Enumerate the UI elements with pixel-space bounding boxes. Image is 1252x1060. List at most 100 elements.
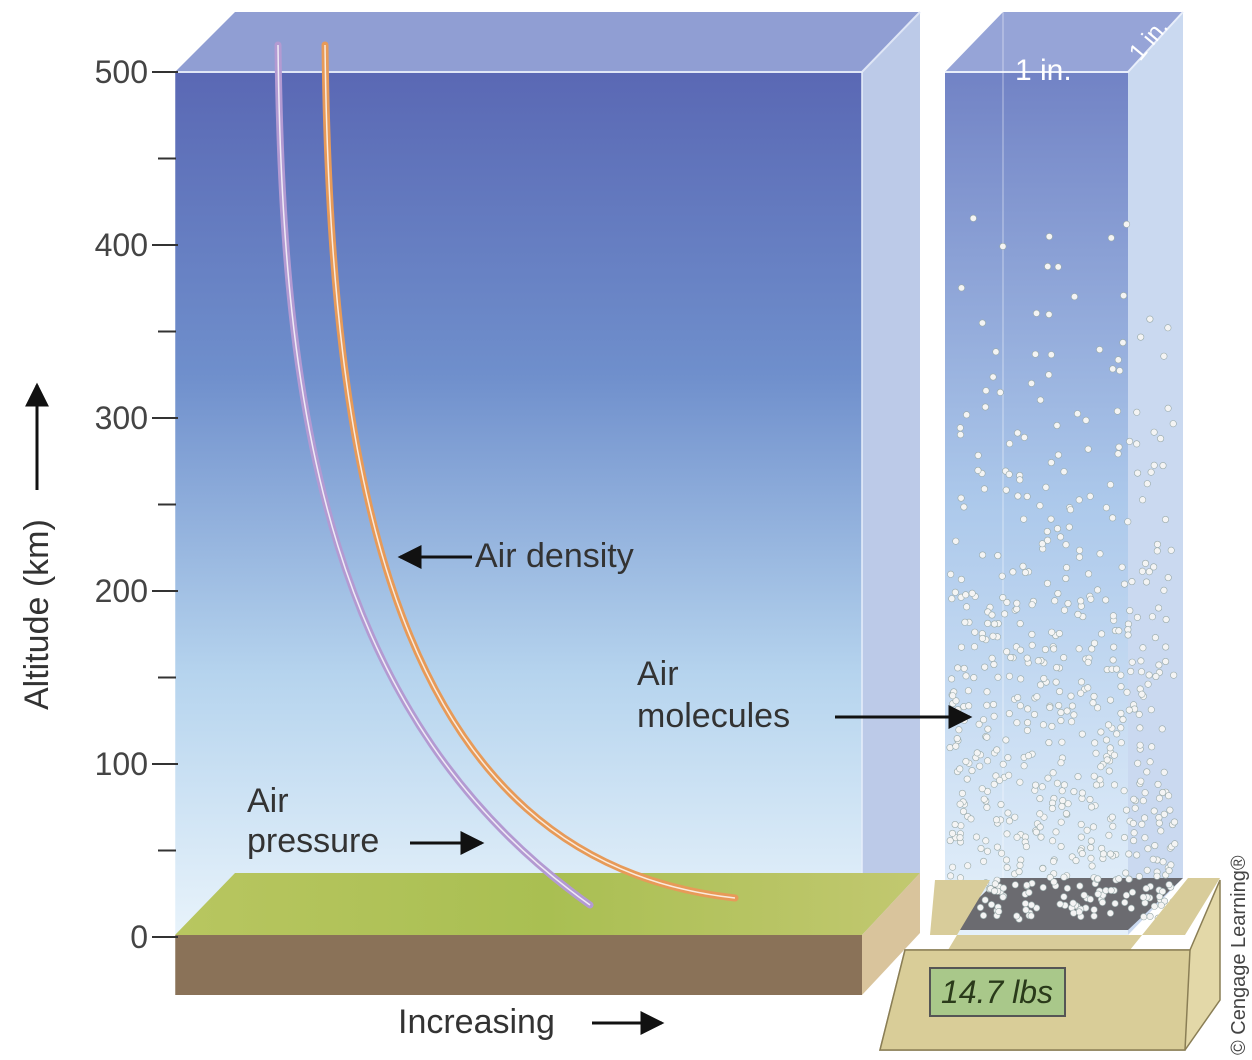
molecule bbox=[976, 903, 984, 911]
molecule bbox=[999, 594, 1007, 602]
molecule bbox=[981, 403, 989, 411]
molecule bbox=[1094, 875, 1102, 883]
molecule bbox=[1058, 738, 1066, 746]
molecule bbox=[1088, 862, 1096, 870]
molecule bbox=[1017, 675, 1025, 683]
molecule bbox=[1147, 468, 1155, 476]
molecule bbox=[1065, 523, 1073, 531]
molecule bbox=[1054, 263, 1062, 271]
molecule bbox=[1074, 610, 1082, 618]
molecule bbox=[1146, 315, 1154, 323]
molecule bbox=[1153, 872, 1161, 880]
molecule bbox=[1013, 719, 1021, 727]
molecule bbox=[1142, 884, 1150, 892]
molecule bbox=[1077, 833, 1085, 841]
molecule bbox=[1169, 420, 1177, 428]
molecule bbox=[979, 911, 987, 919]
molecule bbox=[1062, 541, 1070, 549]
molecule bbox=[1076, 882, 1084, 890]
molecule bbox=[1004, 754, 1012, 762]
molecule bbox=[949, 863, 957, 871]
molecule bbox=[1003, 598, 1011, 606]
molecule bbox=[1050, 645, 1058, 653]
molecule bbox=[963, 603, 971, 611]
molecule bbox=[1165, 881, 1173, 889]
molecule bbox=[1044, 774, 1052, 782]
molecule bbox=[1067, 692, 1075, 700]
molecule bbox=[974, 451, 982, 459]
molecule bbox=[1130, 829, 1138, 837]
molecule bbox=[1120, 787, 1128, 795]
molecule bbox=[973, 749, 981, 757]
molecule bbox=[1032, 828, 1040, 836]
scale-reading: 14.7 lbs bbox=[941, 974, 1053, 1010]
molecule bbox=[1115, 627, 1123, 635]
molecule bbox=[1084, 684, 1092, 692]
molecule bbox=[1160, 810, 1168, 818]
molecule bbox=[1150, 807, 1158, 815]
molecule bbox=[1076, 553, 1084, 561]
molecule bbox=[1063, 564, 1071, 572]
molecule bbox=[1091, 739, 1099, 747]
molecule bbox=[1107, 234, 1115, 242]
molecule bbox=[1044, 262, 1052, 270]
molecule bbox=[1006, 440, 1014, 448]
molecule bbox=[956, 834, 964, 842]
molecule bbox=[1087, 595, 1095, 603]
molecule bbox=[964, 862, 972, 870]
molecule bbox=[1105, 831, 1113, 839]
molecule bbox=[1137, 777, 1145, 785]
molecule bbox=[1050, 878, 1058, 886]
molecule bbox=[984, 619, 992, 627]
molecule bbox=[1088, 645, 1096, 653]
molecule bbox=[1118, 563, 1126, 571]
molecule bbox=[1003, 830, 1011, 838]
molecule bbox=[1087, 844, 1095, 852]
molecule bbox=[1146, 912, 1154, 920]
molecule bbox=[971, 628, 979, 636]
molecule bbox=[956, 765, 964, 773]
molecule bbox=[1028, 601, 1036, 609]
molecule bbox=[1078, 678, 1086, 686]
molecule bbox=[983, 847, 991, 855]
molecule bbox=[1020, 433, 1028, 441]
molecule bbox=[994, 552, 1002, 560]
molecule bbox=[982, 837, 990, 845]
molecule bbox=[1032, 781, 1040, 789]
molecule bbox=[1016, 778, 1024, 786]
molecule bbox=[946, 744, 954, 752]
molecule bbox=[1150, 902, 1158, 910]
tick-label: 100 bbox=[95, 746, 148, 782]
tick-label: 0 bbox=[130, 919, 148, 955]
molecule bbox=[962, 672, 970, 680]
molecule bbox=[1060, 654, 1068, 662]
molecule bbox=[1130, 795, 1138, 803]
molecule bbox=[1063, 707, 1071, 715]
molecule bbox=[1053, 779, 1061, 787]
molecule bbox=[1123, 806, 1131, 814]
molecule bbox=[999, 242, 1007, 250]
molecule bbox=[1003, 648, 1011, 656]
axis-label: Altitude (km) bbox=[18, 519, 56, 710]
molecule bbox=[1159, 858, 1167, 866]
molecule bbox=[1122, 869, 1130, 877]
molecule bbox=[1160, 352, 1168, 360]
molecule bbox=[983, 733, 991, 741]
molecule bbox=[1134, 469, 1142, 477]
molecule bbox=[954, 706, 962, 714]
molecule bbox=[993, 746, 1001, 754]
molecule bbox=[1049, 769, 1057, 777]
molecule bbox=[957, 494, 965, 502]
molecule bbox=[1107, 886, 1115, 894]
molecule bbox=[1047, 351, 1055, 359]
molecule bbox=[1016, 620, 1024, 628]
molecule bbox=[1139, 893, 1147, 901]
molecule bbox=[1023, 881, 1031, 889]
molecule bbox=[1063, 884, 1071, 892]
molecule bbox=[957, 284, 965, 292]
molecule bbox=[1157, 827, 1165, 835]
molecule bbox=[1075, 496, 1083, 504]
molecule bbox=[1055, 629, 1063, 637]
molecule bbox=[1048, 722, 1056, 730]
molecule bbox=[1109, 365, 1117, 373]
